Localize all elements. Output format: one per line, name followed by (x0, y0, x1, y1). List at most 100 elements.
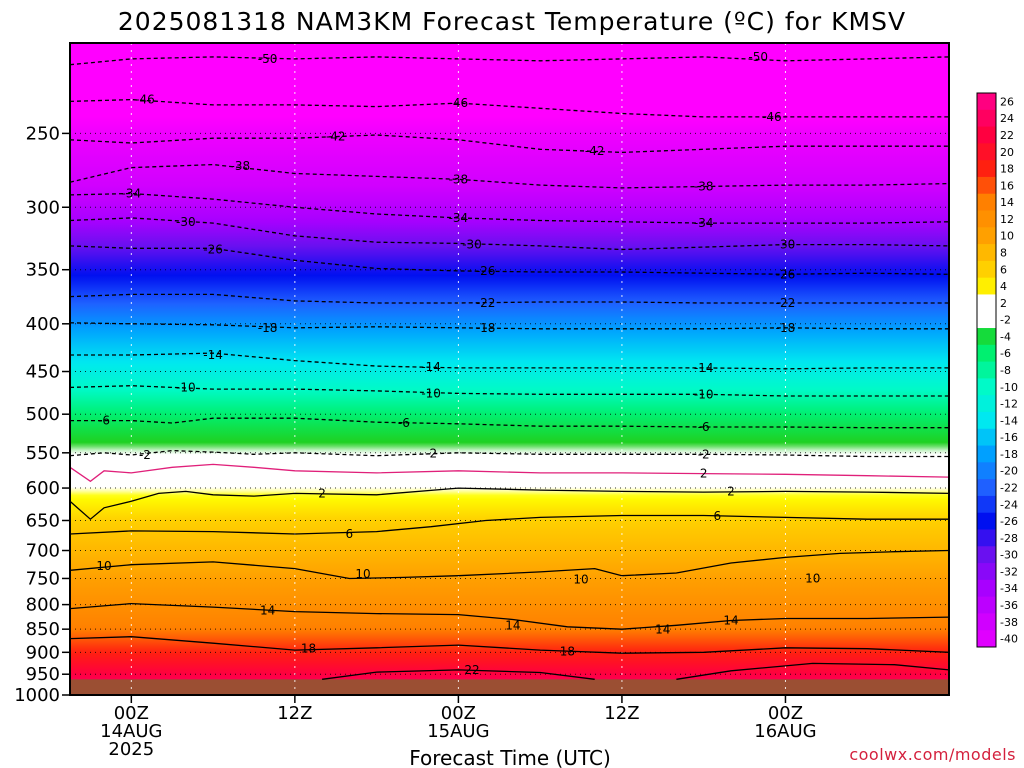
contour--22 (70, 293, 949, 304)
x-tick-label: 12Z (277, 703, 312, 724)
colorbar-label: 24 (1000, 112, 1014, 125)
colorbar-swatch (977, 630, 996, 648)
contour-lines (70, 56, 949, 680)
colorbar-label: -2 (1000, 314, 1011, 327)
contour-label: -14 (421, 360, 441, 374)
contour-label: -22 (776, 296, 796, 310)
colorbar-label: -32 (1000, 565, 1018, 578)
credit-text[interactable]: coolwx.com/models (849, 745, 1016, 764)
colorbar-swatch (977, 93, 996, 111)
contour-label: -26 (776, 267, 796, 281)
colorbar-label: 18 (1000, 163, 1014, 176)
y-tick-label: 1000 (14, 685, 60, 706)
contour-14 (70, 602, 949, 630)
colorbar-label: 10 (1000, 230, 1014, 243)
y-tick-label: 400 (26, 314, 60, 335)
contour-labels: -50 -50 -46 -46 -46 -42 -42 -38 -38 -38 -34 -34 -34 -… (96, 50, 820, 677)
colorbar-label: 8 (1000, 246, 1007, 259)
contour--30 (70, 217, 949, 251)
contour-22 (676, 662, 949, 680)
contour-label: 10 (355, 567, 370, 581)
contour-label: 2 (700, 467, 708, 481)
colorbar-swatch (977, 411, 996, 430)
colorbar-swatch (977, 210, 996, 228)
y-tick-label: 800 (26, 595, 60, 616)
colorbar-label: -30 (1000, 549, 1018, 562)
contour-label: -2 (425, 447, 437, 461)
contour-label: -46 (762, 110, 782, 124)
colorbar-swatch (977, 479, 996, 497)
contour-label: -6 (98, 414, 110, 428)
contour-label: -46 (135, 93, 155, 107)
colorbar-label: 26 (1000, 95, 1014, 108)
contour-label: -6 (398, 416, 410, 430)
colorbar-swatch (977, 227, 996, 245)
colorbar-label: 20 (1000, 146, 1014, 159)
contour-label: -38 (231, 159, 251, 173)
colorbar-swatch (977, 277, 996, 295)
x-tick-label: 00Z (114, 703, 149, 724)
colorbar-swatch (977, 395, 996, 413)
colorbar-label: -28 (1000, 532, 1018, 545)
contour-label: -34 (449, 211, 469, 225)
contour-2 (70, 487, 949, 521)
contour-label: -42 (326, 130, 346, 144)
colorbar-swatch (977, 495, 996, 514)
colorbar-swatch (977, 311, 996, 329)
plot-frame (69, 42, 950, 696)
contour-label: -18 (776, 321, 796, 335)
colorbar-label: -24 (1000, 498, 1018, 511)
colorbar-swatch (977, 378, 996, 396)
contour-label: -34 (122, 187, 142, 201)
x-tick-year: 2025 (108, 739, 154, 760)
contour--6 (70, 417, 949, 429)
colorbar-frame (976, 92, 997, 648)
temperature-field (70, 43, 949, 695)
y-tick-label: 950 (26, 664, 60, 685)
contour-label: 10 (96, 559, 111, 573)
colorbar-swatch (977, 294, 996, 312)
y-tick-label: 850 (26, 619, 60, 640)
contour-label: 18 (301, 642, 316, 656)
colorbar-swatch (977, 613, 996, 631)
colorbar-swatch (977, 109, 996, 128)
y-tick-label: 650 (26, 510, 60, 531)
contour-label: -6 (698, 420, 710, 434)
colorbar-swatch (977, 328, 996, 346)
colorbar-label: -36 (1000, 599, 1018, 612)
colorbar-swatch (977, 529, 996, 547)
contour-label: -10 (421, 386, 441, 400)
temperature-background (70, 43, 949, 695)
x-tick-date: 14AUG (100, 721, 162, 742)
contour-label: -10 (694, 387, 714, 401)
ground-fill (70, 679, 949, 695)
contour-label: -50 (258, 52, 278, 66)
contour-label: -38 (694, 179, 714, 193)
colorbar-swatch (977, 579, 996, 598)
colorbar-swatch (977, 193, 996, 212)
x-tick-label: 12Z (604, 703, 639, 724)
contour-label: -42 (585, 144, 605, 158)
colorbar-label: -18 (1000, 448, 1018, 461)
y-tick-label: 900 (26, 642, 60, 663)
contour--38 (70, 163, 949, 189)
colorbar-label: -10 (1000, 381, 1018, 394)
colorbar-label: -4 (1000, 330, 1011, 343)
contour-label: -30 (776, 238, 796, 252)
colorbar-swatch (977, 596, 996, 614)
y-tick-label: 550 (26, 443, 60, 464)
contour-label: 14 (655, 623, 670, 637)
contour-label: -2 (139, 448, 151, 462)
contour--46 (70, 98, 949, 118)
contour-label: 14 (505, 618, 520, 632)
contour--42 (70, 134, 949, 154)
colorbar-label: -34 (1000, 582, 1018, 595)
colorbar-swatch (977, 462, 996, 480)
contour-6 (70, 514, 949, 535)
contour-label: -50 (748, 50, 768, 64)
contour-label: -26 (203, 243, 223, 257)
colorbar-label: -22 (1000, 482, 1018, 495)
contour-label: -34 (694, 216, 714, 230)
y-tick-label: 300 (26, 197, 60, 218)
